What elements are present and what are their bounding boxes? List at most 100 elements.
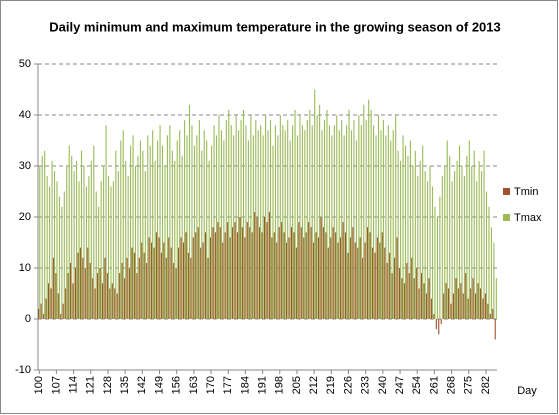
bar (278, 227, 280, 319)
bar (401, 278, 403, 319)
bar (293, 232, 295, 319)
bar (481, 171, 483, 319)
bar (276, 242, 278, 319)
bar (52, 257, 54, 319)
bar (185, 232, 187, 319)
x-tick-label: 177 (222, 376, 234, 394)
bar (441, 176, 443, 319)
bar (317, 237, 320, 319)
bar (406, 262, 408, 319)
bar (245, 125, 247, 319)
bar (117, 171, 119, 319)
bar (367, 227, 369, 319)
bar (473, 150, 475, 319)
bar (39, 166, 41, 319)
bar (309, 109, 311, 320)
bar (407, 155, 409, 319)
bar (494, 319, 496, 340)
bar (316, 115, 318, 319)
bar (239, 217, 241, 319)
bar (295, 247, 297, 319)
bar (330, 237, 332, 319)
bar (462, 293, 464, 319)
bar (110, 186, 112, 319)
x-axis-label: Day (517, 385, 537, 397)
bar (209, 237, 212, 319)
bar (364, 242, 366, 319)
bar (137, 155, 139, 319)
bar (331, 135, 333, 319)
bar (78, 181, 80, 319)
bar (460, 283, 462, 319)
bar (304, 130, 306, 319)
x-tick-label: 205 (291, 376, 303, 394)
bar (202, 242, 204, 319)
bar (122, 130, 124, 319)
bar (170, 247, 172, 319)
bar (182, 242, 185, 319)
bar (161, 145, 164, 319)
bar (49, 186, 51, 319)
bar (246, 222, 248, 319)
bar (292, 125, 294, 319)
bar (344, 232, 347, 319)
bar (290, 227, 293, 319)
bar (443, 293, 445, 319)
bar (323, 120, 326, 319)
bar (153, 247, 155, 319)
bar (76, 160, 78, 319)
y-tick-label: 50 (19, 58, 31, 70)
bar (214, 232, 216, 319)
bar (181, 155, 183, 319)
bar (193, 145, 195, 319)
x-tick-label: 282 (480, 376, 492, 394)
bar (124, 278, 126, 319)
bar (44, 150, 46, 319)
bar (446, 140, 448, 319)
bar (357, 247, 359, 319)
bar (82, 257, 84, 319)
legend-label: Tmin (514, 186, 538, 198)
bar (272, 145, 274, 319)
bar (244, 237, 246, 319)
bar (450, 303, 452, 319)
bar (206, 140, 208, 319)
bar (336, 115, 338, 319)
bar (43, 313, 45, 319)
y-tick-label: 20 (19, 211, 31, 223)
bar (346, 125, 348, 319)
bar (400, 160, 402, 319)
bar (265, 115, 267, 319)
bar (200, 247, 202, 319)
bar (340, 237, 342, 319)
bar (261, 232, 263, 319)
bar (394, 257, 396, 319)
bar (148, 237, 150, 319)
x-tick-label: 170 (205, 376, 217, 394)
bar (136, 273, 138, 319)
bar (430, 298, 432, 319)
bar (396, 237, 398, 319)
bar (320, 217, 322, 319)
bar (402, 135, 404, 319)
bar (483, 150, 485, 319)
bar (47, 283, 50, 319)
bar (119, 273, 121, 319)
bar (260, 125, 262, 319)
bar (225, 120, 227, 319)
bar (429, 166, 431, 319)
bar (92, 278, 94, 319)
bar (327, 247, 329, 319)
bar (241, 227, 243, 319)
bar (411, 257, 413, 319)
bar (299, 115, 301, 319)
bar (38, 308, 40, 319)
bar (455, 278, 457, 319)
bar (80, 150, 83, 319)
bar (449, 155, 451, 319)
bar (240, 120, 242, 319)
bar (470, 288, 472, 319)
x-tick-label: 156 (171, 376, 183, 394)
bar (485, 191, 488, 319)
x-tick-label: 233 (360, 376, 372, 394)
